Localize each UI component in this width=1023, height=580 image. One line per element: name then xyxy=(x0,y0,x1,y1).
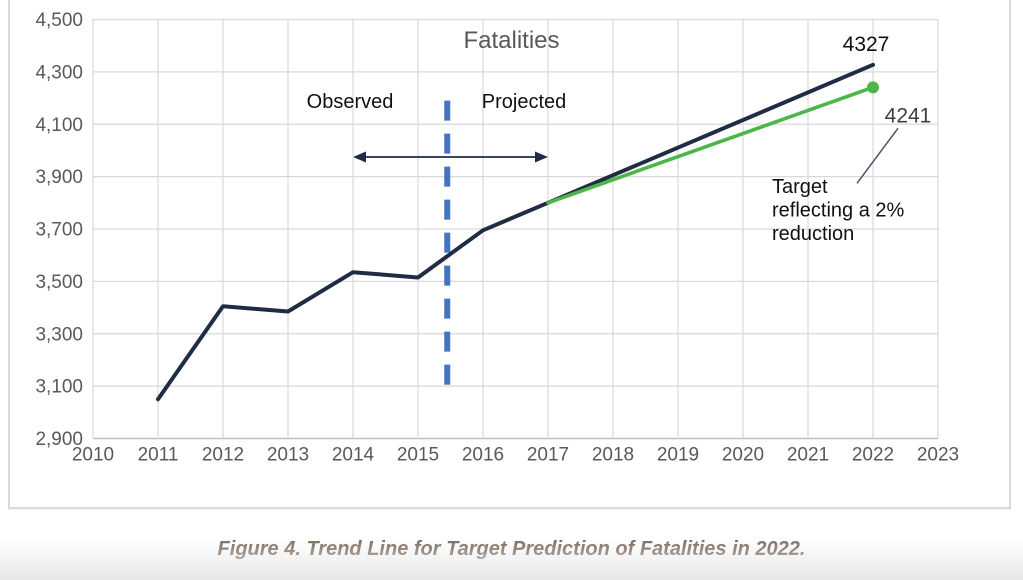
x-tick-label: 2019 xyxy=(657,445,699,466)
target-endpoint-dot xyxy=(867,81,879,94)
target-note-line: Target xyxy=(772,176,828,198)
target-line xyxy=(546,85,875,205)
x-tick-label: 2023 xyxy=(917,445,959,466)
arrowhead-right-icon xyxy=(535,151,548,163)
fatalities-trend-chart: 2,900 3,100 3,300 3,500 3,700 3,900 4,100 4,300… xyxy=(35,10,959,466)
y-tick-label: 2,900 xyxy=(35,429,83,450)
target-note-line: reduction xyxy=(772,223,854,245)
projected-label: Projected xyxy=(482,91,567,113)
y-tick-label: 3,300 xyxy=(35,324,83,345)
figure-border-box xyxy=(8,0,1011,509)
y-tick-label: 4,100 xyxy=(35,115,83,136)
trend-end-value-label: 4327 xyxy=(843,33,890,56)
target-note-line: reflecting a 2% xyxy=(772,200,905,222)
y-tick-label: 3,100 xyxy=(35,377,83,398)
y-tick-label: 3,900 xyxy=(35,167,83,188)
x-tick-label: 2017 xyxy=(527,445,569,466)
x-tick-label: 2020 xyxy=(722,445,764,466)
figure-caption: Figure 4. Trend Line for Target Predicti… xyxy=(217,538,806,560)
x-tick-label: 2022 xyxy=(852,445,894,466)
target-end-value-label: 4241 xyxy=(885,104,932,127)
trend-line xyxy=(156,62,875,402)
x-tick-label: 2014 xyxy=(332,445,375,466)
chart-title: Fatalities xyxy=(463,27,559,54)
y-tick-label: 4,500 xyxy=(35,10,83,31)
x-tick-label: 2015 xyxy=(397,445,439,466)
arrowhead-left-icon xyxy=(353,151,366,163)
x-tick-label: 2010 xyxy=(72,445,114,466)
observed-label: Observed xyxy=(307,91,394,113)
x-tick-label: 2012 xyxy=(202,445,244,466)
x-tick-label: 2011 xyxy=(138,445,179,466)
y-tick-label: 4,300 xyxy=(35,62,83,83)
x-tick-label: 2021 xyxy=(787,445,829,466)
x-tick-label: 2013 xyxy=(267,445,309,466)
y-tick-label: 3,500 xyxy=(35,272,83,293)
x-tick-label: 2018 xyxy=(592,445,634,466)
y-tick-label: 3,700 xyxy=(35,220,83,241)
annotation-leader-line xyxy=(856,127,899,184)
x-tick-label: 2016 xyxy=(462,445,504,466)
